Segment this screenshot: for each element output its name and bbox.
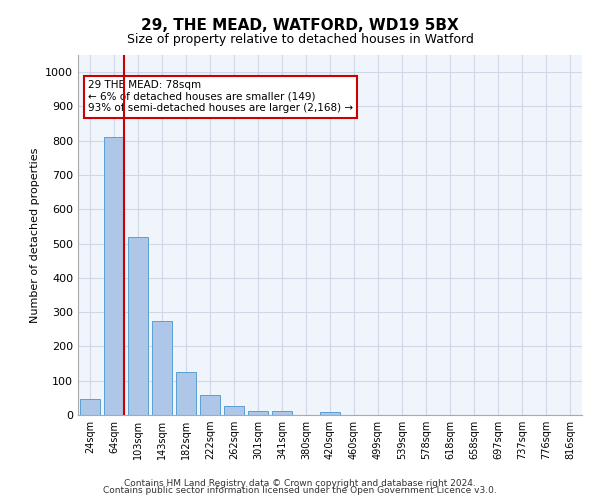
Bar — [104, 138, 124, 415]
Bar — [320, 412, 340, 415]
Bar — [128, 236, 148, 415]
Text: 29, THE MEAD, WATFORD, WD19 5BX: 29, THE MEAD, WATFORD, WD19 5BX — [141, 18, 459, 32]
Bar — [224, 406, 244, 415]
Bar — [200, 395, 220, 415]
Bar — [176, 372, 196, 415]
Bar — [80, 399, 100, 415]
Bar — [152, 322, 172, 415]
Text: Contains public sector information licensed under the Open Government Licence v3: Contains public sector information licen… — [103, 486, 497, 495]
Bar — [248, 410, 268, 415]
Text: Contains HM Land Registry data © Crown copyright and database right 2024.: Contains HM Land Registry data © Crown c… — [124, 478, 476, 488]
Bar — [272, 410, 292, 415]
Text: 29 THE MEAD: 78sqm
← 6% of detached houses are smaller (149)
93% of semi-detache: 29 THE MEAD: 78sqm ← 6% of detached hous… — [88, 80, 353, 114]
Text: Size of property relative to detached houses in Watford: Size of property relative to detached ho… — [127, 32, 473, 46]
Y-axis label: Number of detached properties: Number of detached properties — [29, 148, 40, 322]
